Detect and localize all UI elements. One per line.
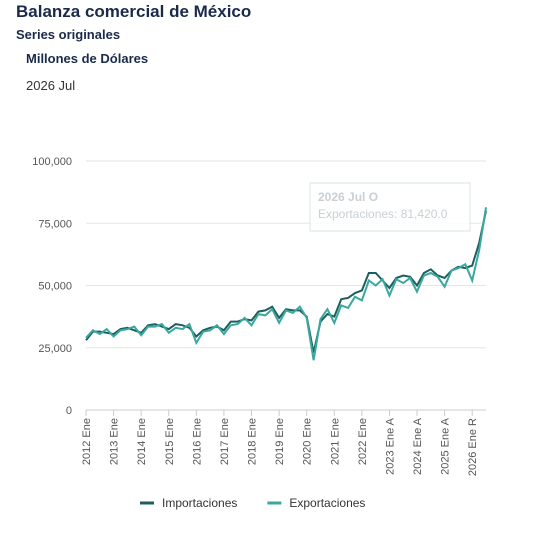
x-tick-label: 2012 Ene (81, 418, 93, 465)
y-tick-label: 0 (66, 405, 72, 417)
legend-label: Exportaciones (289, 496, 365, 510)
plot: 0 25,000 50,000 75,000 100,000 2012 Ene 2013 E… (32, 156, 487, 510)
x-tick-label: 2017 Ene (219, 418, 231, 465)
subtitle: Series originales (16, 27, 120, 42)
x-tick-label: 2014 Ene (136, 418, 148, 465)
x-tick-label: 2022 Ene (357, 418, 369, 465)
y-tick-label: 100,000 (32, 156, 72, 168)
x-tick-label: 2019 Ene (274, 418, 286, 465)
x-tick-label: 2020 Ene (302, 418, 314, 465)
x-tick-label: 2015 Ene (164, 418, 176, 465)
y-tick-label: 25,000 (38, 343, 72, 355)
y-tick-label: 75,000 (38, 218, 72, 230)
period: 2026 Jul (26, 78, 75, 93)
tooltip-title: 2026 Jul O (318, 190, 378, 204)
series-line (85, 210, 487, 353)
tooltip: 2026 Jul O Exportaciones: 81,420.0 (309, 182, 471, 232)
x-tick-label: 2013 Ene (109, 418, 121, 465)
x-tick-label: 2016 Ene (191, 418, 203, 465)
x-tick-label: 2024 Ene A (412, 417, 424, 475)
x-tick-label: 2018 Ene (247, 418, 259, 465)
legend-label: Importaciones (162, 496, 237, 510)
unit-label: Millones de Dólares (26, 51, 148, 66)
x-tick-label: 2025 Ene A (440, 417, 452, 475)
series-line (85, 207, 487, 361)
chart-title: Balanza comercial de México (16, 2, 251, 21)
x-tick-label: 2023 Ene A (384, 417, 396, 475)
x-tick-label: 2021 Ene (329, 418, 341, 465)
x-tick-label: 2026 Ene R (467, 418, 479, 476)
tooltip-text: Exportaciones: 81,420.0 (318, 207, 448, 221)
tooltip-box (309, 182, 471, 232)
y-tick-label: 50,000 (38, 281, 72, 293)
